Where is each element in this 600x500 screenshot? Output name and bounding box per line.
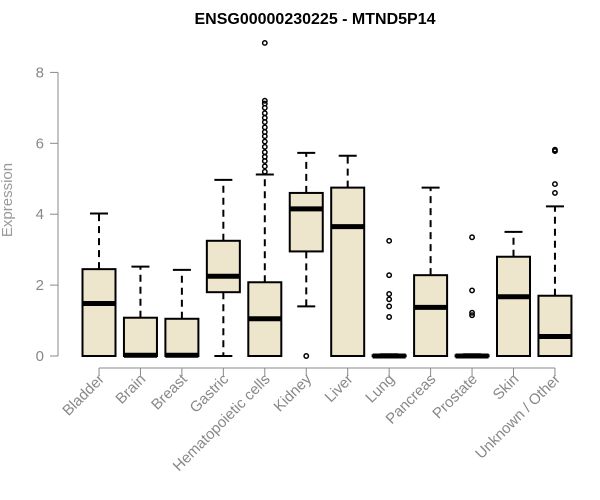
outlier-point [261,149,268,156]
iqr-box [164,317,200,357]
outlier-point [386,237,393,244]
x-tick-label: Lung [362,371,398,407]
box-hematopoietic-cells [247,40,283,358]
iqr-box [496,255,531,357]
iqr-box [330,186,366,357]
y-axis-label: Expression [0,163,16,237]
outlier-point [386,291,393,297]
box-lung [371,237,407,359]
outlier-point [261,143,268,150]
outlier-point [469,309,475,316]
iqr-box [537,294,573,357]
box-liver [330,154,366,357]
box-kidney [288,151,324,359]
outlier-point [261,124,268,131]
box-prostate [454,234,490,359]
outlier-point [386,296,393,303]
outlier-point [469,234,475,241]
x-tick-label: Breast [148,370,191,413]
chart-title: ENSG00000230225 - MTND5P14 [194,11,435,28]
box-unknown-other [537,146,573,357]
x-tick-label: Skin [490,371,523,404]
x-tick-label: Prostate [429,371,481,423]
outlier-point [552,181,558,188]
y-tick-label: 8 [36,64,44,81]
y-tick-label: 6 [36,135,44,152]
outlier-point [261,110,268,117]
outlier-point [261,97,268,104]
x-tick-label: Bladder [59,371,108,420]
outlier-point [261,153,268,160]
box-breast [164,268,200,358]
y-axis: 0 2 4 6 8 [36,64,59,365]
iqr-box [205,239,241,294]
x-tick-label: Liver [322,371,357,406]
box-pancreas [413,186,449,358]
outlier-point [261,40,268,46]
outlier-point [386,303,393,310]
outlier-point [303,353,310,359]
x-tick-label: Kidney [271,370,316,415]
outlier-point [261,138,268,145]
box-gastric [205,178,241,357]
outlier-point [261,114,268,121]
outlier-point [386,272,393,279]
iqr-box [122,316,158,357]
outlier-point [552,189,558,196]
outlier-point [469,312,475,319]
outlier-point [261,163,268,170]
box-skin [496,230,531,357]
outlier-point [261,129,268,135]
outlier-point [469,287,475,294]
iqr-box [81,268,117,357]
outlier-point [261,100,268,107]
outlier-point [552,146,558,153]
y-tick-label: 0 [36,348,44,365]
outlier-point [386,314,393,320]
y-tick-label: 4 [36,206,44,223]
y-tick-label: 2 [36,277,44,294]
box-bladder [81,212,117,357]
plot-area [81,40,573,359]
iqr-box [413,274,449,358]
outlier-point [261,168,268,175]
box-brain [122,265,158,358]
x-tick-label: Brain [112,371,149,408]
iqr-box [288,191,324,253]
